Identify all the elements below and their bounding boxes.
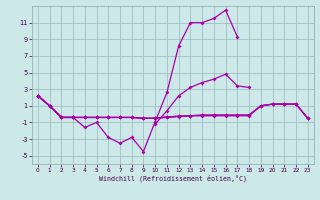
X-axis label: Windchill (Refroidissement éolien,°C): Windchill (Refroidissement éolien,°C)	[99, 175, 247, 182]
